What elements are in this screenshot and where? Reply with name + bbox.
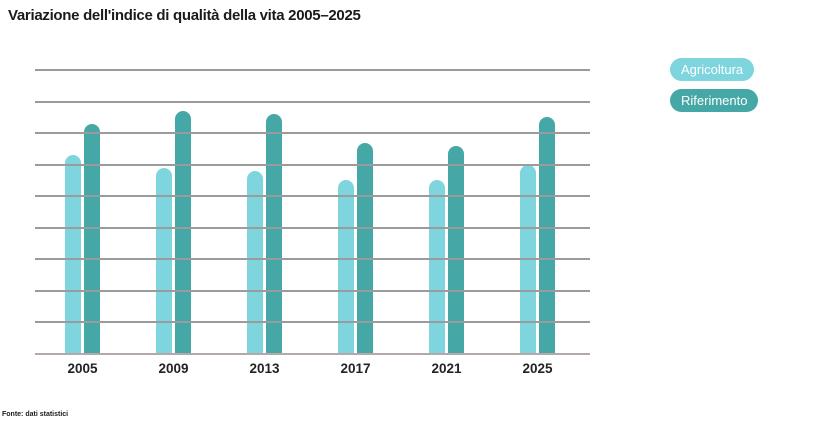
bar-agricoltura-2021 xyxy=(429,180,445,354)
bar-riferimento-2009 xyxy=(175,111,191,354)
plot-area xyxy=(35,69,590,355)
bar-riferimento-2021 xyxy=(448,145,464,354)
x-tick-2005: 2005 xyxy=(67,361,98,376)
gridline xyxy=(35,226,590,229)
legend-item-riferimento: Riferimento xyxy=(670,89,759,112)
x-tick-2009: 2009 xyxy=(158,361,189,376)
x-axis-line xyxy=(35,353,590,355)
gridline xyxy=(35,321,590,324)
chart-title: Variazione dell'indice di qualità della … xyxy=(8,7,361,24)
gridline xyxy=(35,258,590,261)
bar-agricoltura-2005 xyxy=(65,155,81,354)
legend: Agricoltura Riferimento xyxy=(670,58,759,120)
x-tick-2017: 2017 xyxy=(340,361,371,376)
gridline xyxy=(35,69,590,71)
gridline xyxy=(35,132,590,135)
bar-agricoltura-2017 xyxy=(338,180,354,354)
bar-agricoltura-2009 xyxy=(156,167,172,354)
x-tick-2013: 2013 xyxy=(249,361,280,376)
source-note: Fonte: dati statistici xyxy=(2,411,69,418)
x-tick-2025: 2025 xyxy=(522,361,553,376)
bar-agricoltura-2013 xyxy=(247,170,263,354)
x-axis: 2005 2009 2013 2017 2021 2025 xyxy=(35,361,590,381)
bar-riferimento-2005 xyxy=(84,123,100,354)
legend-item-agricoltura: Agricoltura xyxy=(670,58,755,81)
bar-riferimento-2013 xyxy=(266,114,282,354)
gridline xyxy=(35,195,590,198)
x-tick-2021: 2021 xyxy=(431,361,462,376)
gridline xyxy=(35,163,590,166)
gridline xyxy=(35,100,590,103)
gridline xyxy=(35,289,590,292)
bar-riferimento-2025 xyxy=(539,117,555,354)
